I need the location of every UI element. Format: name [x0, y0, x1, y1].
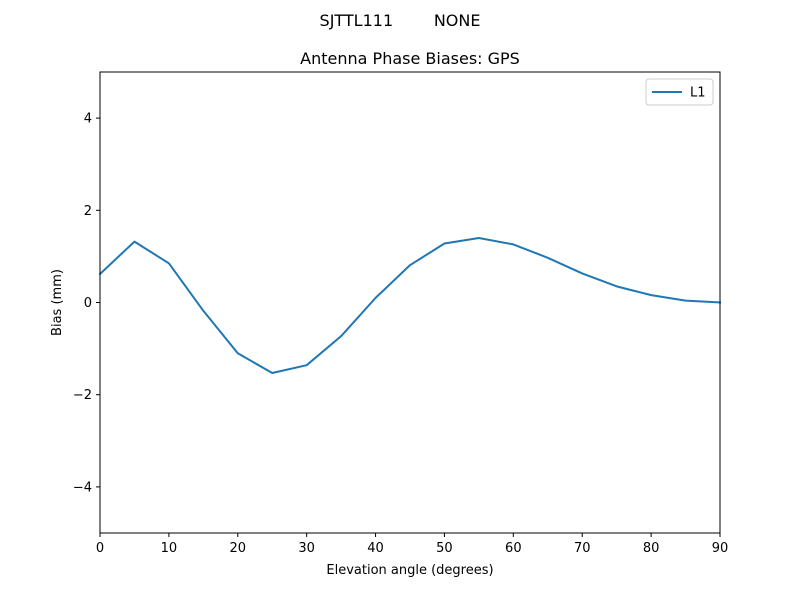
x-tick-label: 90 [712, 541, 729, 556]
y-tick-label: −4 [73, 480, 92, 495]
y-tick-label: −2 [73, 388, 92, 403]
x-tick-label: 80 [643, 541, 660, 556]
chart-title: Antenna Phase Biases: GPS [300, 49, 520, 68]
y-tick-label: 4 [84, 112, 92, 127]
y-tick-label: 0 [84, 296, 92, 311]
x-axis-label: Elevation angle (degrees) [326, 563, 493, 578]
x-tick-label: 0 [96, 541, 104, 556]
y-tick-label: 2 [84, 204, 92, 219]
y-axis: −4 −2 0 2 4 [73, 112, 100, 495]
x-tick-label: 70 [574, 541, 591, 556]
x-tick-label: 40 [367, 541, 384, 556]
figure-suptitle: SJTTL111 NONE [320, 11, 481, 30]
legend-label-l1: L1 [690, 86, 706, 101]
x-tick-label: 20 [230, 541, 247, 556]
x-tick-label: 10 [161, 541, 178, 556]
y-axis-label: Bias (mm) [50, 269, 65, 336]
x-tick-label: 60 [505, 541, 522, 556]
x-tick-label: 30 [298, 541, 315, 556]
x-axis: 0 10 20 30 40 50 60 70 80 90 [96, 533, 728, 556]
x-tick-label: 50 [436, 541, 453, 556]
plot-frame [99, 71, 721, 534]
legend: L1 [645, 78, 714, 106]
plot-area [100, 72, 720, 533]
